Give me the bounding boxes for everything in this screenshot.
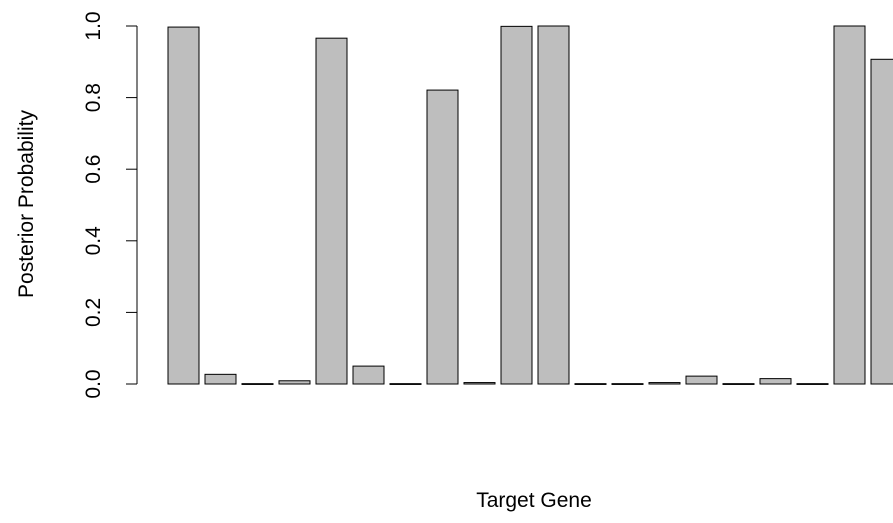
bar xyxy=(167,26,200,385)
bar xyxy=(574,383,607,385)
bar xyxy=(389,383,422,385)
bar xyxy=(759,378,792,385)
bars-group xyxy=(167,25,893,385)
x-axis-label: Target Gene xyxy=(476,489,592,512)
y-tick-label: 0.6 xyxy=(82,155,105,184)
y-axis-label: Posterior Probability xyxy=(15,110,38,298)
y-tick-label: 1.0 xyxy=(82,11,105,40)
bar xyxy=(426,89,459,385)
bar xyxy=(685,375,718,385)
bar xyxy=(722,383,755,385)
bar xyxy=(278,380,311,385)
bar xyxy=(315,37,348,385)
bar xyxy=(500,25,533,385)
bar xyxy=(648,382,681,385)
bar xyxy=(611,383,644,385)
y-axis: 0.0 0.2 0.4 0.6 0.8 1.0 xyxy=(82,11,138,399)
y-tick-label: 0.4 xyxy=(82,226,105,256)
bar xyxy=(352,365,385,385)
y-tick-label: 0.8 xyxy=(82,83,105,112)
bar xyxy=(463,382,496,385)
bar xyxy=(537,25,570,385)
y-tick-label: 0.0 xyxy=(82,369,105,398)
bar xyxy=(241,383,274,385)
bar xyxy=(870,58,893,385)
bar xyxy=(796,383,829,385)
bar xyxy=(204,373,237,385)
bar xyxy=(833,25,866,385)
y-tick-label: 0.2 xyxy=(82,298,105,327)
